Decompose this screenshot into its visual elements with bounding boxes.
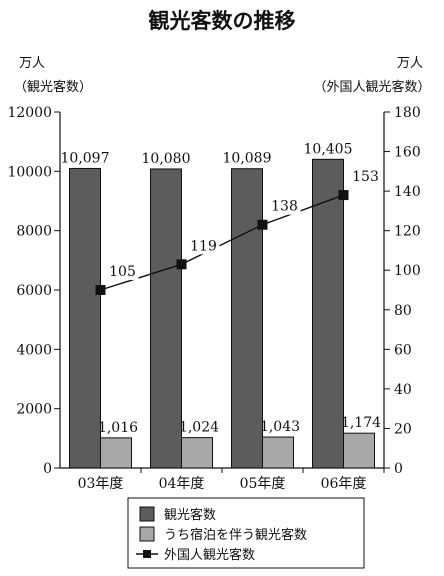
foreign-visitors-marker <box>338 190 349 201</box>
bar-overnight-visitors <box>343 432 375 469</box>
x-category-label: 04年度 <box>159 476 205 492</box>
x-category-label: 06年度 <box>321 476 367 492</box>
chart-title: 観光客数の推移 <box>149 9 296 33</box>
foreign-visitors-label-bg <box>268 196 301 215</box>
bar-visitors <box>69 167 101 469</box>
right-tick-label: 0 <box>394 461 403 477</box>
right-tick-label: 20 <box>394 421 412 437</box>
legend-box <box>127 497 365 569</box>
bar-visitors-value: 10,097 <box>61 150 110 166</box>
foreign-visitors-marker <box>257 219 268 230</box>
right-tick-label: 100 <box>394 263 421 279</box>
legend-swatch-overnight <box>139 526 155 542</box>
bar-visitors <box>312 158 344 469</box>
legend-marker-foreign <box>143 550 151 558</box>
foreign-visitors-value: 153 <box>352 169 379 185</box>
right-tick-label: 40 <box>394 382 412 398</box>
bar-overnight-visitors <box>100 437 132 469</box>
plot-area: 0 2000 4000 6000 8000 10000 12000 0 20 40 60 80 100 1… <box>7 105 420 492</box>
bar-visitors <box>231 168 263 469</box>
bar-overnight-value: 1,043 <box>260 419 300 435</box>
legend-swatch-visitors <box>139 506 155 522</box>
foreign-visitors-label-bg <box>106 262 139 280</box>
left-axis-unit: 万人 <box>19 56 45 71</box>
right-tick-label: 80 <box>394 303 412 319</box>
right-tick-label: 60 <box>394 342 412 358</box>
legend-label-visitors: 観光客数 <box>164 507 216 523</box>
left-axis-label: （観光客数） <box>14 79 92 95</box>
foreign-visitors-value: 119 <box>190 238 217 254</box>
bar-visitors-value: 10,080 <box>142 151 191 167</box>
x-category-label: 05年度 <box>240 476 286 492</box>
bar-overnight-value: 1,024 <box>179 420 219 436</box>
foreign-visitors-value: 105 <box>109 264 136 280</box>
foreign-visitors-marker <box>95 285 106 295</box>
bar-overnight-value: 1,174 <box>341 415 381 431</box>
left-tick-label: 12000 <box>7 105 52 121</box>
right-tick-label: 140 <box>394 184 421 200</box>
bar-visitors <box>150 168 182 469</box>
x-category-label: 03年度 <box>78 476 124 492</box>
left-tick-label: 2000 <box>16 402 52 418</box>
right-tick-label: 180 <box>394 105 421 121</box>
left-tick-label: 0 <box>43 461 52 477</box>
left-tick-label: 6000 <box>16 283 52 299</box>
bar-visitors-value: 10,405 <box>304 141 353 157</box>
bar-overnight-value: 1,016 <box>98 420 138 436</box>
left-tick-label: 8000 <box>16 224 52 240</box>
bar-overnight-visitors <box>262 436 294 469</box>
foreign-visitors-marker <box>176 259 187 270</box>
foreign-visitors-label-bg <box>349 167 382 186</box>
foreign-visitors-value: 138 <box>271 199 298 215</box>
foreign-visitors-label-bg <box>187 236 220 255</box>
right-axis-label: （外国人観光客数） <box>313 79 430 95</box>
bar-visitors-value: 10,089 <box>223 151 272 167</box>
left-tick-label: 10000 <box>7 164 52 180</box>
left-tick-label: 4000 <box>16 342 52 358</box>
right-tick-label: 120 <box>394 224 421 240</box>
right-tick-label: 160 <box>394 145 421 161</box>
bar-overnight-visitors <box>181 437 213 469</box>
legend-label-foreign: 外国人観光客数 <box>164 547 255 563</box>
foreign-visitors-line <box>100 194 344 291</box>
legend-label-overnight: うち宿泊を伴う観光客数 <box>164 527 307 543</box>
right-axis-unit: 万人 <box>397 56 423 71</box>
